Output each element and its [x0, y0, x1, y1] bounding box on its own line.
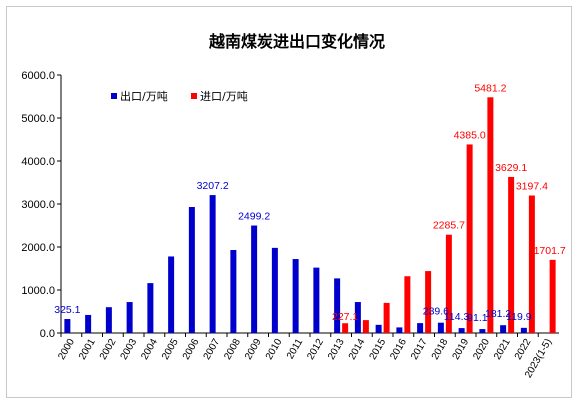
x-tick-label: 2015: [368, 337, 389, 362]
x-tick-label: 2001: [77, 337, 98, 362]
legend-label-export: 出口/万吨: [120, 89, 168, 103]
x-tick-label: 2014: [347, 337, 368, 362]
x-axis: 2000 2001 2002 2003 2004 2005 2006 2007 2008 2009…: [56, 332, 559, 380]
chart-container: 越南煤炭进出口变化情况 0.0 1000.0 2000.0 3000.0 4000.0 5…: [6, 6, 572, 398]
x-tick-label: 2005: [160, 337, 181, 362]
data-label: 3197.4: [516, 181, 548, 193]
x-tick-label: 2006: [181, 337, 202, 362]
y-tick-label: 0.0: [40, 328, 55, 340]
x-tick-label: 2008: [222, 337, 243, 362]
x-tick-label: 2011: [285, 337, 305, 362]
data-label: 119.9: [506, 311, 532, 323]
export-bar: [396, 327, 403, 333]
export-bar: [168, 256, 175, 333]
chart-title: 越南煤炭进出口变化情况: [208, 32, 385, 51]
legend-label-import: 进口/万吨: [200, 90, 248, 103]
import-bar: [342, 323, 349, 333]
data-label: 2285.7: [433, 220, 465, 232]
data-label: 3629.1: [495, 162, 527, 174]
x-tick-label: 2007: [202, 337, 223, 362]
export-bar: [271, 247, 278, 333]
coal-import-export-chart: 越南煤炭进出口变化情况 0.0 1000.0 2000.0 3000.0 4000.0 5…: [21, 32, 566, 380]
export-bar: [375, 324, 382, 333]
data-label: 4385.0: [454, 129, 486, 141]
export-bar: [334, 278, 341, 333]
y-tick-label: 5000.0: [21, 113, 55, 125]
x-tick-label: 2004: [139, 337, 160, 362]
data-label: 91.1: [467, 312, 488, 324]
x-tick-label: 2017: [409, 337, 430, 362]
export-bar: [230, 250, 237, 333]
data-label: 227.1: [332, 311, 358, 323]
export-bar: [188, 207, 195, 333]
legend-swatch-export: [111, 93, 117, 99]
import-bar: [528, 195, 535, 333]
data-label: 2499.2: [238, 211, 270, 223]
data-label: 325.1: [54, 304, 80, 316]
import-bar: [404, 276, 411, 333]
x-tick-label: 2021: [492, 337, 513, 362]
x-tick-label: 2000: [56, 337, 77, 362]
export-bar: [126, 302, 133, 333]
y-tick-label: 3000.0: [21, 199, 55, 211]
data-label: 114.3: [444, 311, 470, 323]
x-tick-label: 2018: [430, 337, 451, 362]
y-axis: 0.0 1000.0 2000.0 3000.0 4000.0 5000.0 6000.0: [21, 70, 62, 340]
export-bar: [500, 325, 507, 333]
x-tick-label: 2013: [326, 337, 347, 362]
import-bar: [445, 234, 452, 333]
data-label: 181.2: [485, 308, 511, 320]
export-bar: [417, 323, 424, 333]
export-bar: [64, 319, 71, 333]
export-bar: [479, 329, 486, 333]
export-bar: [437, 322, 444, 333]
x-tick-label: 2009: [243, 337, 264, 362]
import-bar: [383, 302, 390, 333]
export-bar: [105, 307, 112, 333]
y-tick-label: 6000.0: [21, 70, 55, 82]
data-label: 239.6: [423, 306, 449, 318]
export-bar: [147, 283, 154, 333]
x-tick-label: 2016: [388, 337, 409, 362]
export-bar: [292, 259, 299, 333]
x-tick-label: 2020: [471, 337, 492, 362]
y-tick-label: 1000.0: [21, 285, 55, 297]
x-tick-label: 2019: [451, 337, 472, 362]
import-bar: [362, 320, 369, 333]
legend-swatch-import: [191, 93, 197, 99]
x-tick-label: 2022: [513, 337, 534, 362]
import-bar: [466, 144, 473, 333]
export-bar: [520, 327, 527, 333]
import-bar: [425, 271, 432, 333]
x-tick-label: 2012: [305, 337, 326, 362]
x-tick-label: 2010: [264, 337, 285, 362]
legend: 出口/万吨 进口/万吨: [111, 89, 248, 103]
data-label: 5481.2: [474, 82, 506, 94]
export-bar: [251, 225, 258, 333]
import-bar: [487, 97, 494, 333]
export-bar: [354, 302, 361, 333]
export-bar: [313, 267, 320, 333]
x-tick-label: 2002: [98, 337, 119, 362]
bars-group: [64, 97, 556, 333]
x-tick-label: 2003: [119, 337, 140, 362]
import-bar: [508, 176, 515, 333]
export-bar: [458, 328, 465, 333]
y-tick-label: 2000.0: [21, 242, 55, 254]
import-bar: [549, 259, 556, 333]
y-tick-label: 4000.0: [21, 156, 55, 168]
data-label: 1701.7: [534, 245, 566, 257]
data-labels-group: 325.1 3207.2 2499.2 227.1 239.6114.391.1181.…: [54, 82, 566, 324]
export-bar: [85, 314, 92, 333]
data-label: 3207.2: [197, 180, 229, 192]
export-bar: [209, 195, 216, 333]
